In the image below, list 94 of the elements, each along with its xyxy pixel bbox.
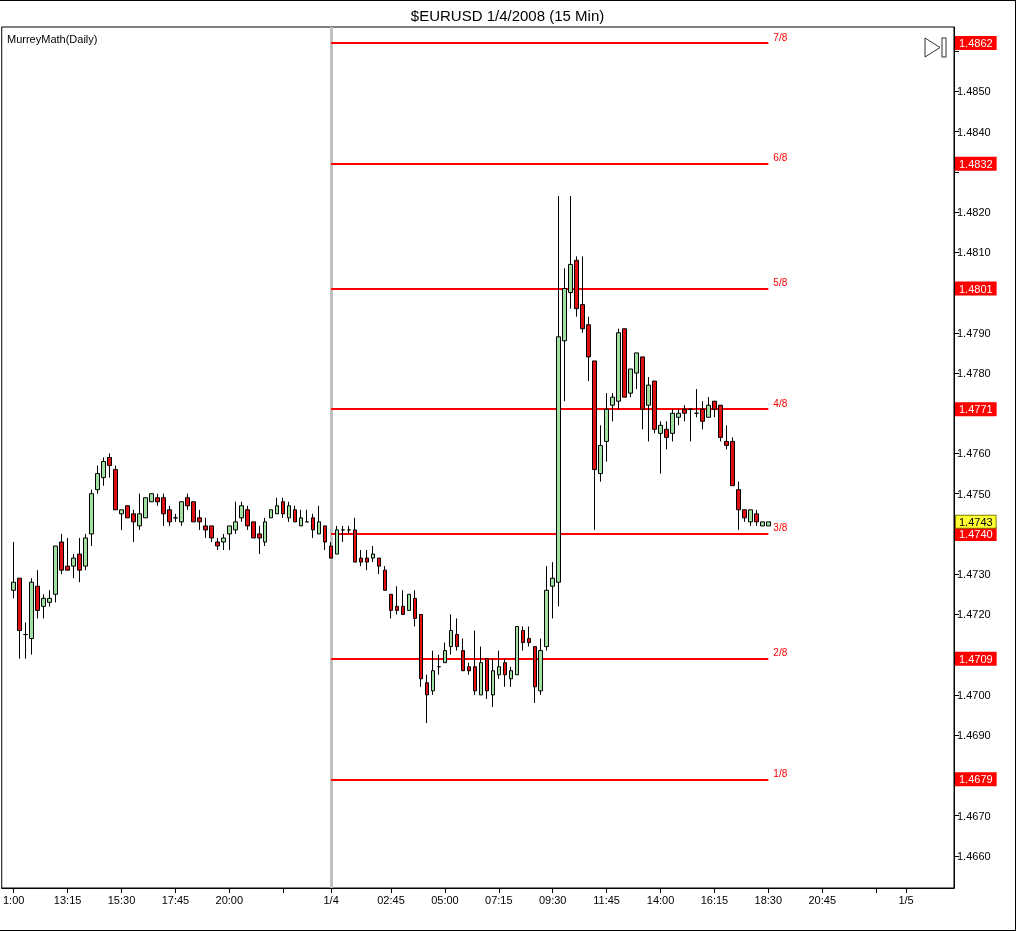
candlestick (317, 505, 321, 535)
annotation: 1.4771 (959, 403, 993, 416)
candlestick (311, 513, 315, 539)
candlestick (473, 630, 477, 696)
candlestick (269, 509, 273, 519)
candlestick (323, 525, 327, 551)
annotation: 1.4832 (959, 157, 993, 170)
y-tick-label: 1.4810 (957, 246, 991, 259)
x-tick-label: 18:30 (754, 893, 783, 906)
candlestick (413, 589, 417, 627)
annotation: 2/8 (773, 647, 788, 659)
y-tick-label: 1.4670 (957, 809, 991, 822)
candlestick (443, 642, 447, 664)
candlestick (401, 589, 405, 615)
x-tick-label: 1/4 (323, 893, 339, 906)
x-tick-label: 15:30 (107, 893, 136, 906)
candlestick (419, 613, 423, 688)
candlestick (449, 613, 453, 656)
chart-title: $EURUSD 1/4/2008 (15 Min) (410, 7, 605, 24)
y-tick-label: 1.4760 (957, 447, 991, 460)
x-tick-label: 13:15 (53, 893, 82, 906)
x-tick-label: 16:15 (700, 893, 729, 906)
y-tick-label: 1.4730 (957, 568, 991, 581)
annotation: 7/8 (773, 31, 788, 43)
candlestick (389, 593, 393, 619)
y-tick-label: 1.4820 (957, 206, 991, 219)
candlestick (293, 505, 297, 523)
x-tick-label: 1/5 (898, 893, 914, 906)
candlestick (515, 625, 519, 676)
x-tick-label: 11:45 (593, 893, 620, 906)
y-tick-label: 1.4690 (957, 729, 991, 742)
x-tick-label: 20:00 (215, 893, 244, 906)
candlestick (527, 625, 531, 648)
candlestick (497, 650, 501, 680)
annotation: 5/8 (773, 277, 788, 289)
y-tick-label: 1.4750 (957, 487, 991, 500)
y-tick-label: 1.4840 (957, 125, 991, 138)
candlestick (287, 501, 291, 523)
candlestick (431, 650, 435, 696)
annotation: MurreyMath(Daily) (7, 32, 98, 45)
annotation: 1.4709 (959, 652, 993, 665)
y-tick-label: 1.4850 (957, 85, 991, 98)
candlestick (461, 638, 465, 672)
candlestick (281, 497, 285, 519)
candlestick (467, 662, 471, 676)
candlestick (377, 557, 381, 575)
x-tick-label: 09:30 (538, 893, 567, 906)
annotation: 1.4740 (959, 527, 993, 540)
candlestick (305, 509, 309, 523)
y-tick-label: 1.4700 (957, 688, 991, 701)
x-tick-label: 07:15 (485, 893, 513, 906)
candlestick (521, 625, 525, 652)
candlestick (479, 646, 483, 696)
candlestick (275, 497, 279, 515)
annotation: 6/8 (773, 152, 788, 164)
candlestick (335, 525, 339, 555)
candlestick (383, 565, 387, 591)
y-tick-label: 1.4720 (957, 608, 991, 621)
x-tick-label: 1:00 (2, 893, 25, 906)
candlestick (89, 489, 94, 547)
candlestick (503, 658, 507, 688)
candlestick (299, 509, 303, 527)
candlestick (509, 666, 513, 688)
x-tick-label: 02:45 (377, 893, 405, 906)
annotation: 1/8 (773, 767, 788, 779)
candlestick (688, 408, 693, 442)
candlestick (395, 585, 399, 615)
candlestick (329, 541, 333, 559)
annotation: 1.4679 (959, 773, 993, 786)
candlestick (485, 658, 489, 700)
annotation: 1.4801 (959, 282, 993, 295)
candlestick (604, 392, 609, 463)
annotation: 1.4862 (959, 37, 993, 50)
candlestick (341, 525, 345, 543)
candlestick (425, 674, 429, 724)
candlestick (544, 565, 549, 652)
annotation: 1.4743 (959, 515, 993, 528)
y-tick-label: 1.4660 (957, 849, 991, 862)
candlestick (491, 658, 495, 708)
candlestick (455, 617, 459, 652)
candlestick (353, 517, 357, 563)
x-tick-label: 17:45 (161, 893, 190, 906)
y-tick-label: 1.4780 (957, 367, 991, 380)
x-tick-label: 14:00 (646, 893, 675, 906)
x-tick-label: 20:45 (808, 893, 836, 906)
candlestick (359, 549, 363, 567)
annotation: 3/8 (773, 522, 788, 534)
candlestick (371, 545, 375, 563)
annotation: 4/8 (773, 397, 788, 409)
candlestick (365, 549, 369, 571)
candlestick (437, 654, 441, 676)
y-tick-label: 1.4790 (957, 326, 991, 339)
x-tick-label: 05:00 (431, 893, 459, 906)
candlestick (407, 593, 411, 611)
